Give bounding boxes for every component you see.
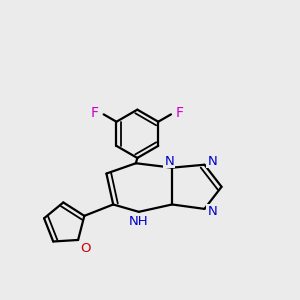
Text: O: O: [80, 242, 91, 255]
Text: N: N: [164, 155, 174, 168]
Text: NH: NH: [128, 215, 148, 228]
Text: N: N: [207, 155, 217, 168]
Text: N: N: [207, 205, 217, 218]
Text: F: F: [91, 106, 99, 120]
Text: F: F: [176, 106, 184, 120]
